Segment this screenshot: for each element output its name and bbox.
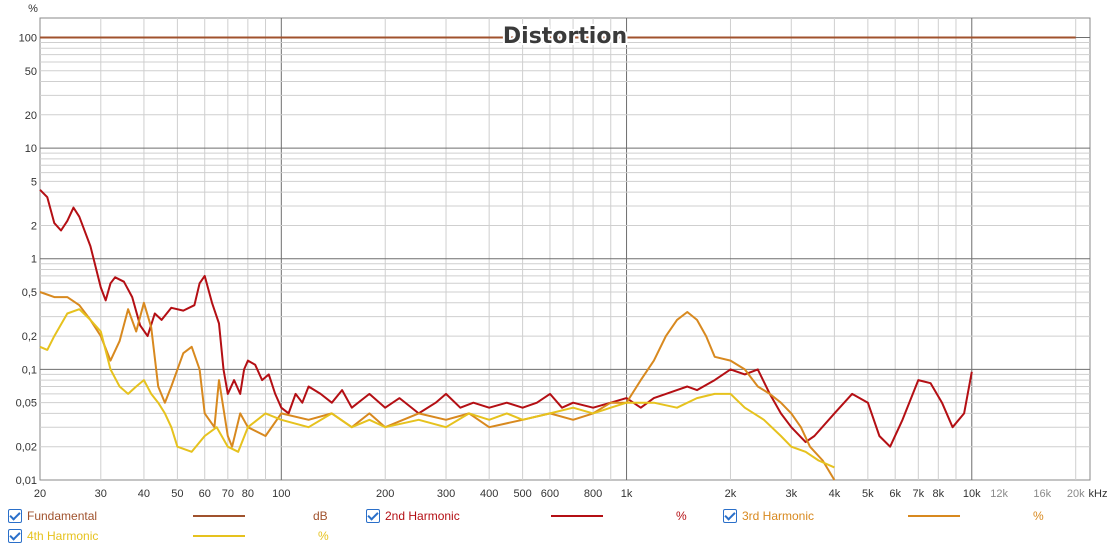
legend-item-4th-harmonic: 4th Harmonic% xyxy=(8,527,348,545)
y-tick-label: 2 xyxy=(31,220,37,232)
x-tick-label: 3k xyxy=(785,488,797,500)
grid xyxy=(40,18,1090,480)
x-tick-label: 5k xyxy=(862,488,874,500)
x-tick-label: 6k xyxy=(889,488,901,500)
x-tick-label: 16k xyxy=(1033,488,1051,500)
x-tick-label: 1k xyxy=(621,488,633,500)
legend: Fundamental dB 2nd Harmonic% 3rd Harmonic% 4… xyxy=(0,507,1110,553)
y-tick-label: 100 xyxy=(19,32,37,44)
legend-swatch xyxy=(551,515,603,517)
y-tick-label: 0,05 xyxy=(16,398,37,410)
series-4th-harmonic-line xyxy=(39,308,835,469)
x-tick-label: 2k xyxy=(725,488,737,500)
y-tick-label: 10 xyxy=(25,143,37,155)
legend-checkbox-3rd-harmonic[interactable] xyxy=(723,509,737,523)
legend-swatch xyxy=(908,515,960,517)
legend-swatch xyxy=(193,515,245,517)
x-tick-label: 500 xyxy=(513,488,531,500)
chart-title: Distortion xyxy=(503,24,627,49)
legend-checkbox-fundamental[interactable] xyxy=(8,509,22,523)
distortion-chart: 20 30 40 50 60 70 80 100 200 300 400 500 600 800 1k 2k 3… xyxy=(16,3,1108,500)
legend-unit: dB xyxy=(313,509,328,523)
x-tick-label: 7k xyxy=(912,488,924,500)
y-tick-label: 5 xyxy=(31,176,37,188)
x-tick-label: 10k xyxy=(963,488,981,500)
y-tick-label: 0,01 xyxy=(16,475,37,487)
x-tick-label: 20 xyxy=(34,488,46,500)
y-tick-label: 50 xyxy=(25,66,37,78)
legend-label: Fundamental xyxy=(27,509,98,523)
y-tick-label: 0,5 xyxy=(22,287,37,299)
series-layer xyxy=(39,36,1076,481)
series-2nd-harmonic-line xyxy=(39,189,973,448)
legend-label: 3rd Harmonic xyxy=(742,509,815,523)
x-tick-label: 40 xyxy=(138,488,150,500)
x-unit-label: kHz xyxy=(1089,488,1108,500)
legend-checkbox-4th-harmonic[interactable] xyxy=(8,529,22,543)
x-tick-label: 20k xyxy=(1067,488,1085,500)
legend-item-fundamental: Fundamental dB xyxy=(8,507,348,525)
x-tick-label: 70 xyxy=(222,488,234,500)
x-tick-label: 4k xyxy=(829,488,841,500)
legend-checkbox-2nd-harmonic[interactable] xyxy=(366,509,380,523)
y-tick-label: 0,2 xyxy=(22,331,37,343)
x-tick-label: 800 xyxy=(584,488,602,500)
y-tick-label: 0,02 xyxy=(16,442,37,454)
y-tick-label: 0,1 xyxy=(22,364,37,376)
legend-unit: % xyxy=(1033,509,1044,523)
legend-swatch xyxy=(193,535,245,537)
y-tick-label: 20 xyxy=(25,110,37,122)
x-tick-label: 100 xyxy=(272,488,290,500)
x-tick-label: 300 xyxy=(437,488,455,500)
legend-unit: % xyxy=(318,529,329,543)
x-tick-label: 60 xyxy=(199,488,211,500)
x-tick-label: 80 xyxy=(242,488,254,500)
x-tick-label: 600 xyxy=(541,488,559,500)
legend-item-3rd-harmonic: 3rd Harmonic% xyxy=(723,507,1063,525)
x-tick-label: 8k xyxy=(933,488,945,500)
y-unit-label: % xyxy=(28,3,38,15)
x-tick-label: 12k xyxy=(990,488,1008,500)
x-tick-label: 400 xyxy=(480,488,498,500)
x-tick-label: 200 xyxy=(376,488,394,500)
y-tick-label: 1 xyxy=(31,254,37,266)
series-3rd-harmonic-line xyxy=(39,291,836,481)
legend-unit: % xyxy=(676,509,687,523)
legend-item-2nd-harmonic: 2nd Harmonic% xyxy=(366,507,706,525)
axis-ticks: 20 30 40 50 60 70 80 100 200 300 400 500 600 800 1k 2k 3… xyxy=(16,32,1108,500)
legend-label: 2nd Harmonic xyxy=(385,509,460,523)
x-tick-label: 50 xyxy=(171,488,183,500)
legend-label: 4th Harmonic xyxy=(27,529,99,543)
x-tick-label: 30 xyxy=(95,488,107,500)
